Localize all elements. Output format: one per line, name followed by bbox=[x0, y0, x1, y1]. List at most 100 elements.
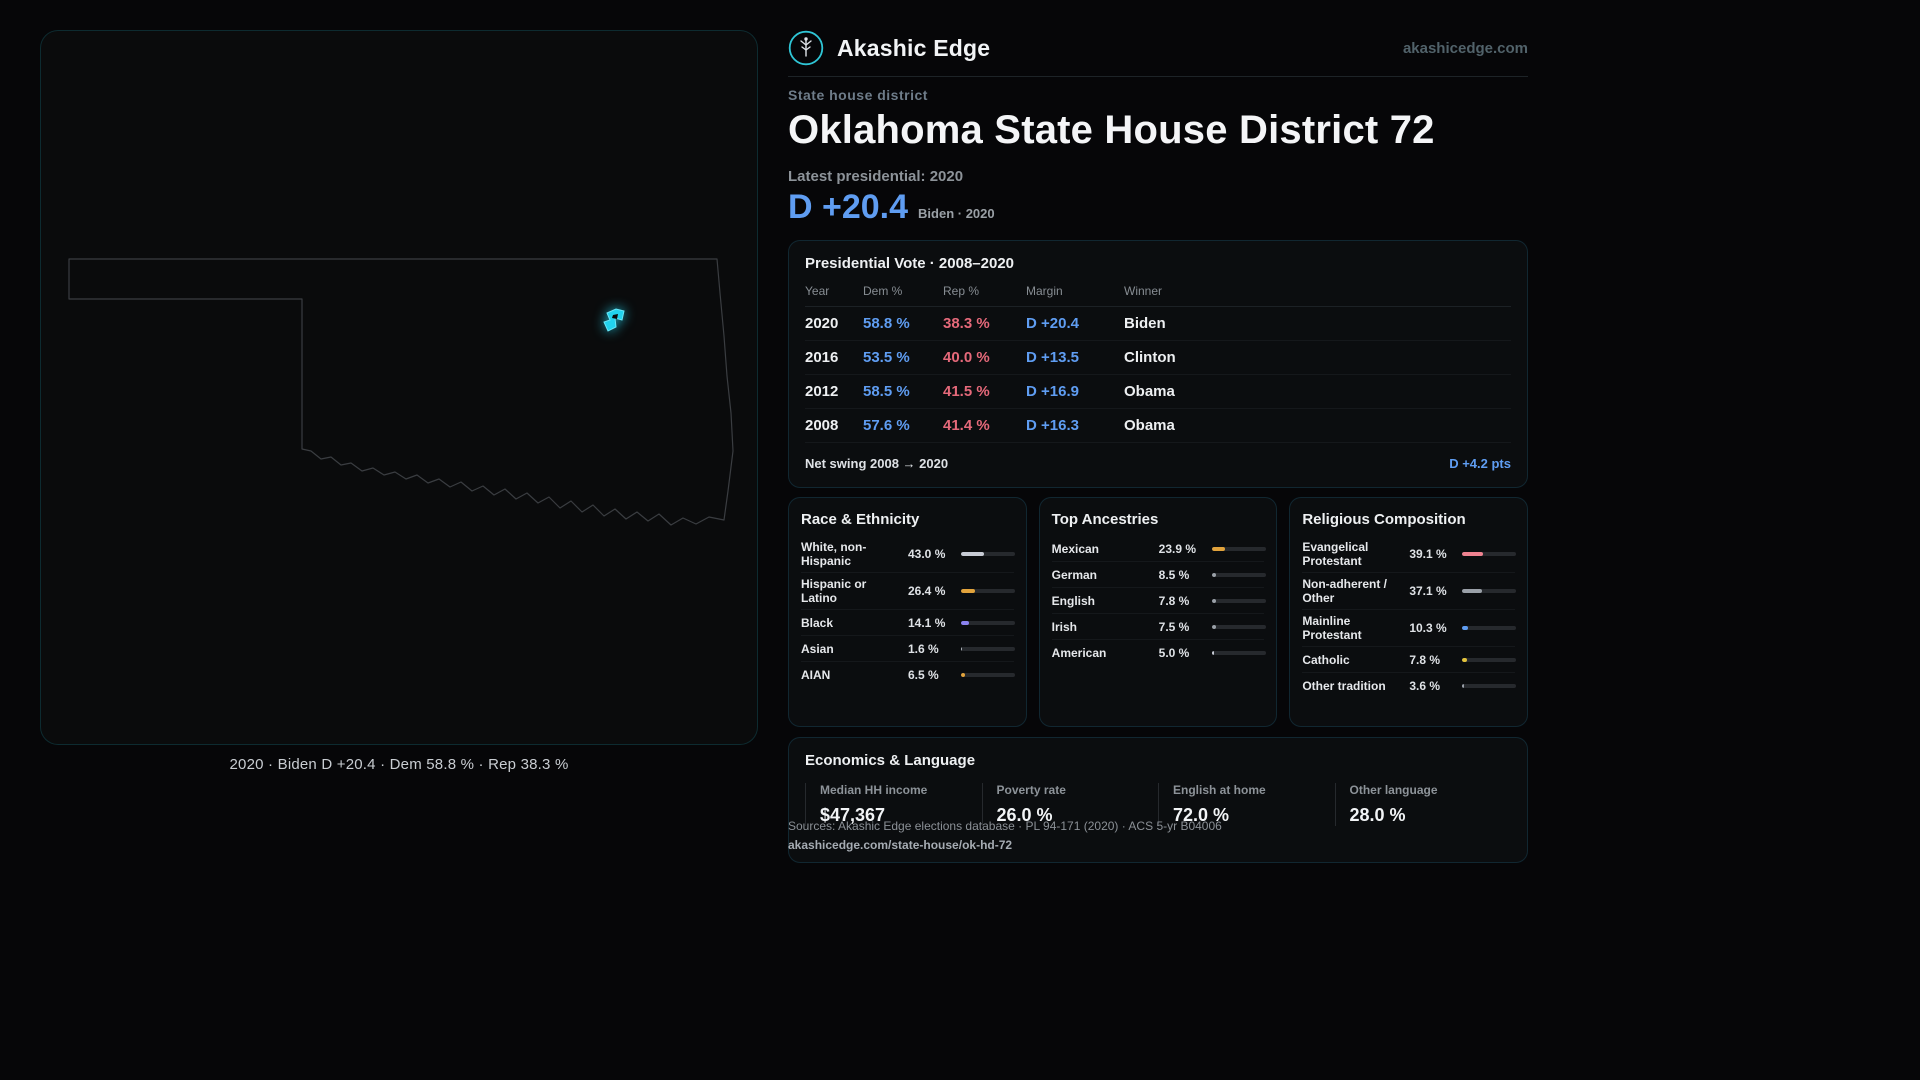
demo-row: Hispanic or Latino 26.4 % bbox=[801, 573, 1015, 610]
report-column: Akashic Edge akashicedge.com State house… bbox=[788, 28, 1528, 1052]
econ-stat: English at home 72.0 % bbox=[1158, 783, 1335, 826]
cell-year: 2008 bbox=[805, 417, 839, 434]
cell-rep: 38.3 % bbox=[943, 315, 990, 332]
demo-bar bbox=[1211, 546, 1266, 551]
demo-label: German bbox=[1051, 567, 1098, 582]
econ-stat-label: Poverty rate bbox=[996, 783, 1066, 797]
district-map-panel bbox=[40, 30, 758, 745]
demo-value: 10.3 % bbox=[1409, 621, 1447, 635]
vote-card-title: Presidential Vote · 2008–2020 bbox=[805, 255, 1015, 272]
demo-label: Non-adherent / Other bbox=[1302, 577, 1387, 605]
demo-bar bbox=[961, 673, 1015, 677]
demo-value: 43.0 % bbox=[908, 547, 946, 561]
headline-margin: D +20.4 Biden · 2020 bbox=[788, 188, 995, 227]
demo-bar bbox=[1211, 624, 1266, 629]
demo-value: 6.5 % bbox=[908, 668, 939, 682]
demo-bar bbox=[1462, 589, 1517, 593]
econ-stat: Other language 28.0 % bbox=[1334, 783, 1512, 826]
demo-bar bbox=[1211, 598, 1266, 603]
vote-table-row: 2008 57.6 % 41.4 % D +16.3 Obama bbox=[805, 409, 1511, 443]
econ-stat-label: Median HH income bbox=[820, 783, 928, 797]
cell-margin: D +16.3 bbox=[1026, 417, 1079, 434]
net-swing-label: Net swing 2008 → 2020 bbox=[805, 456, 949, 471]
demo-bar bbox=[1462, 552, 1517, 556]
col-dem: Dem % bbox=[863, 284, 903, 298]
religious-composition-card: Religious Composition Evangelical Protes… bbox=[1289, 497, 1528, 727]
vote-table-row: 2016 53.5 % 40.0 % D +13.5 Clinton bbox=[805, 341, 1511, 375]
latest-presidential-label: Latest presidential: 2020 bbox=[788, 168, 964, 185]
demo-row: Mainline Protestant 10.3 % bbox=[1302, 610, 1517, 647]
cell-dem: 58.8 % bbox=[863, 315, 910, 332]
demo-value: 5.0 % bbox=[1158, 646, 1190, 660]
header: Akashic Edge akashicedge.com bbox=[788, 28, 1528, 68]
cell-margin: D +16.9 bbox=[1026, 383, 1079, 400]
demo-bar bbox=[1462, 626, 1517, 630]
demo-label: Mainline Protestant bbox=[1302, 614, 1362, 642]
demo-row: White, non-Hispanic 43.0 % bbox=[801, 536, 1015, 573]
demo-label: Other tradition bbox=[1302, 679, 1386, 693]
demo-value: 14.1 % bbox=[908, 615, 946, 630]
cell-dem: 57.6 % bbox=[863, 417, 910, 434]
demo-bar bbox=[1462, 657, 1517, 662]
economics-language-card: Economics & Language Median HH income $4… bbox=[788, 737, 1528, 863]
col-year: Year bbox=[805, 284, 830, 298]
demo-value: 37.1 % bbox=[1409, 584, 1447, 598]
cell-year: 2012 bbox=[805, 383, 839, 400]
demo-row: Other tradition 3.6 % bbox=[1302, 673, 1517, 699]
cell-rep: 40.0 % bbox=[943, 349, 990, 366]
demo-row: Mexican 23.9 % bbox=[1051, 536, 1266, 562]
demo-label: AIAN bbox=[801, 668, 831, 682]
econ-stat-value: $47,367 bbox=[820, 805, 886, 825]
oklahoma-map bbox=[68, 258, 734, 526]
demo-value: 1.6 % bbox=[908, 641, 939, 656]
econ-stats-row: Median HH income $47,367 Poverty rate 26… bbox=[805, 783, 1511, 826]
district-marker[interactable] bbox=[603, 308, 625, 332]
demo-label: Irish bbox=[1051, 619, 1077, 634]
econ-stat-value: 28.0 % bbox=[1349, 805, 1406, 825]
demo-bar bbox=[961, 589, 1015, 593]
demo-bar bbox=[961, 620, 1015, 625]
demographics-row: Race & Ethnicity White, non-Hispanic 43.… bbox=[788, 497, 1528, 727]
col-rep: Rep % bbox=[943, 284, 980, 298]
demo-row: Catholic 7.8 % bbox=[1302, 647, 1517, 673]
demo-row: German 8.5 % bbox=[1051, 562, 1266, 588]
econ-stat-label: Other language bbox=[1349, 783, 1438, 797]
vote-table-row: 2012 58.5 % 41.5 % D +16.9 Obama bbox=[805, 375, 1511, 409]
ancestry-card-title: Top Ancestries bbox=[1051, 511, 1159, 528]
demo-label: Evangelical Protestant bbox=[1302, 540, 1369, 568]
demo-bar bbox=[1211, 572, 1266, 577]
demo-label: Mexican bbox=[1051, 541, 1100, 556]
cell-dem: 53.5 % bbox=[863, 349, 910, 366]
top-ancestries-card: Top Ancestries Mexican 23.9 % German 8.5… bbox=[1038, 497, 1278, 727]
demo-row: Irish 7.5 % bbox=[1051, 614, 1266, 640]
map-caption: 2020 · Biden D +20.4 · Dem 58.8 % · Rep … bbox=[229, 756, 569, 773]
vote-table-header: Year Dem % Rep % Margin Winner bbox=[805, 284, 1511, 307]
brand-name: Akashic Edge bbox=[837, 34, 991, 61]
site-link[interactable]: akashicedge.com bbox=[1402, 39, 1528, 57]
net-swing-value: D +4.2 pts bbox=[1449, 456, 1511, 471]
headline-margin-sub: Biden · 2020 bbox=[918, 206, 995, 221]
oklahoma-state-outline bbox=[68, 258, 734, 526]
demo-bar bbox=[1462, 684, 1517, 688]
religion-card-title: Religious Composition bbox=[1302, 511, 1466, 528]
econ-stat-value: 26.0 % bbox=[996, 805, 1053, 825]
cell-winner: Obama bbox=[1124, 417, 1175, 434]
cell-rep: 41.4 % bbox=[943, 417, 990, 434]
demo-label: English bbox=[1051, 593, 1095, 608]
cell-winner: Clinton bbox=[1124, 349, 1176, 366]
col-winner: Winner bbox=[1124, 284, 1163, 298]
presidential-vote-card: Presidential Vote · 2008–2020 Year Dem %… bbox=[788, 240, 1528, 488]
demo-value: 7.5 % bbox=[1158, 619, 1190, 634]
demo-value: 23.9 % bbox=[1158, 541, 1197, 556]
demo-label: White, non-Hispanic bbox=[801, 540, 867, 568]
demo-row: English 7.8 % bbox=[1051, 588, 1266, 614]
cell-year: 2020 bbox=[805, 315, 839, 332]
demo-label: Catholic bbox=[1302, 652, 1350, 667]
footer: Sources: Akashic Edge elections database… bbox=[788, 819, 1222, 852]
econ-stat: Poverty rate 26.0 % bbox=[981, 783, 1159, 826]
demo-bar bbox=[961, 552, 1015, 556]
permalink[interactable]: akashicedge.com/state-house/ok-hd-72 bbox=[788, 838, 1013, 852]
demo-label: Asian bbox=[801, 641, 834, 656]
cell-margin: D +20.4 bbox=[1026, 315, 1079, 332]
econ-stat-label: English at home bbox=[1173, 783, 1266, 797]
